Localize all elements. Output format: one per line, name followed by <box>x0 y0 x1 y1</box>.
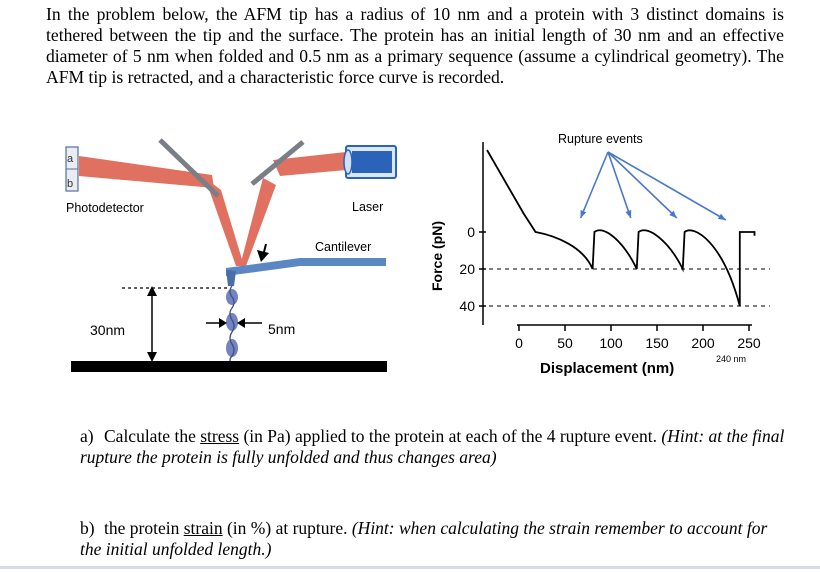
chart-title: Rupture events <box>558 132 643 146</box>
dim-5nm-arrow-right <box>237 318 245 328</box>
question-a: a) Calculate the stress (in Pa) applied t… <box>80 426 790 468</box>
incident-beam <box>240 178 276 266</box>
annotation-240nm: 240 nm <box>716 354 746 364</box>
laser-core <box>352 151 392 173</box>
surface <box>71 361 387 372</box>
rupture-arrow <box>579 151 609 219</box>
x-tick-label: 100 <box>599 335 623 351</box>
question-b-label: b) <box>80 518 95 538</box>
diameter-label: 5nm <box>268 321 295 337</box>
laser-lens <box>343 149 353 175</box>
question-a-label: a) <box>80 426 94 446</box>
x-tick-label: 150 <box>645 335 669 351</box>
length-label: 30nm <box>90 322 125 338</box>
dim-30nm-arrow-up <box>147 286 157 296</box>
figure: a b Photodetector Laser Cantilever <box>65 132 770 377</box>
question-b: b) the protein strain (in %) at rupture. … <box>80 518 790 560</box>
cantilever-beam <box>226 258 386 276</box>
bottom-rule <box>0 566 820 569</box>
question-b-text-1: the protein <box>104 518 184 538</box>
afm-diagram: a b Photodetector Laser Cantilever <box>65 138 397 372</box>
question-b-keyword: strain <box>183 518 223 538</box>
deflection-arrow-shaft <box>263 243 267 253</box>
protein-chain <box>229 285 235 365</box>
force-curve-chart: Rupture events Force (pN) Displacement (… <box>429 132 770 377</box>
y-axis-label: Force (pN) <box>429 221 445 291</box>
question-a-text-1: Calculate the <box>104 426 201 446</box>
rupture-arrow <box>607 151 678 219</box>
detector-a-label: a <box>67 153 74 165</box>
x-tick-label: 50 <box>557 335 573 351</box>
dim-30nm-arrow-down <box>147 352 157 362</box>
protein-domain-3 <box>226 339 238 357</box>
reflected-beam <box>79 156 214 188</box>
question-b-text-2: (in %) at rupture. <box>222 518 352 538</box>
rupture-arrow <box>607 151 727 221</box>
y-tick-label: 0 <box>467 224 475 240</box>
mirror-left <box>158 138 220 198</box>
question-a-text-2: (in Pa) applied to the protein at each o… <box>239 426 662 446</box>
beam-to-tip <box>205 178 244 266</box>
rupture-arrow-head <box>669 210 677 218</box>
photodetector-label: Photodetector <box>66 201 144 215</box>
protein <box>226 285 238 365</box>
rupture-arrow <box>607 151 632 219</box>
question-a-keyword: stress <box>200 426 240 446</box>
x-tick-label: 200 <box>691 335 715 351</box>
afm-tip <box>226 270 236 286</box>
laser-beam <box>273 152 346 176</box>
rupture-arrow-head <box>625 210 632 218</box>
protein-domain-2 <box>226 313 238 331</box>
x-tick-label: 250 <box>737 335 761 351</box>
x-tick-label: 0 <box>515 335 523 351</box>
detector-b-label: b <box>67 178 73 190</box>
question-a-hint: (Hint: at the final rupture the protein … <box>80 426 785 467</box>
force-curve-line <box>486 149 756 307</box>
rupture-arrow-head <box>717 213 726 220</box>
rupture-arrow-head <box>580 210 587 218</box>
deflection-arrow-head <box>257 250 269 262</box>
laser-label: Laser <box>352 200 383 214</box>
y-tick-label: 40 <box>459 298 475 314</box>
cantilever-label: Cantilever <box>315 240 371 254</box>
dim-5nm-arrow-left <box>219 318 227 328</box>
mirror-right <box>250 140 305 186</box>
y-tick-label: 20 <box>459 261 475 277</box>
problem-intro: In the problem below, the AFM tip has a … <box>46 4 784 87</box>
x-axis-label: Displacement (nm) <box>540 360 674 377</box>
question-b-hint: (Hint: when calculating the strain remem… <box>80 518 768 559</box>
